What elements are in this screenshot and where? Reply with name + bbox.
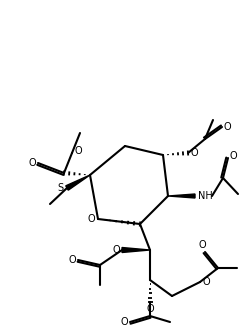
Text: O: O xyxy=(68,255,76,265)
Polygon shape xyxy=(122,248,150,252)
Text: O: O xyxy=(229,151,237,161)
Text: O: O xyxy=(223,122,231,132)
Text: O: O xyxy=(202,277,210,287)
Text: O: O xyxy=(28,158,36,168)
Text: NH: NH xyxy=(198,191,212,201)
Text: O: O xyxy=(146,304,154,314)
Polygon shape xyxy=(66,175,90,190)
Text: O: O xyxy=(112,245,120,255)
Polygon shape xyxy=(168,194,195,198)
Text: S: S xyxy=(57,183,63,193)
Text: O: O xyxy=(120,317,128,327)
Text: O: O xyxy=(74,146,82,156)
Text: O: O xyxy=(198,240,206,250)
Text: O: O xyxy=(190,148,198,158)
Text: O: O xyxy=(87,214,95,224)
